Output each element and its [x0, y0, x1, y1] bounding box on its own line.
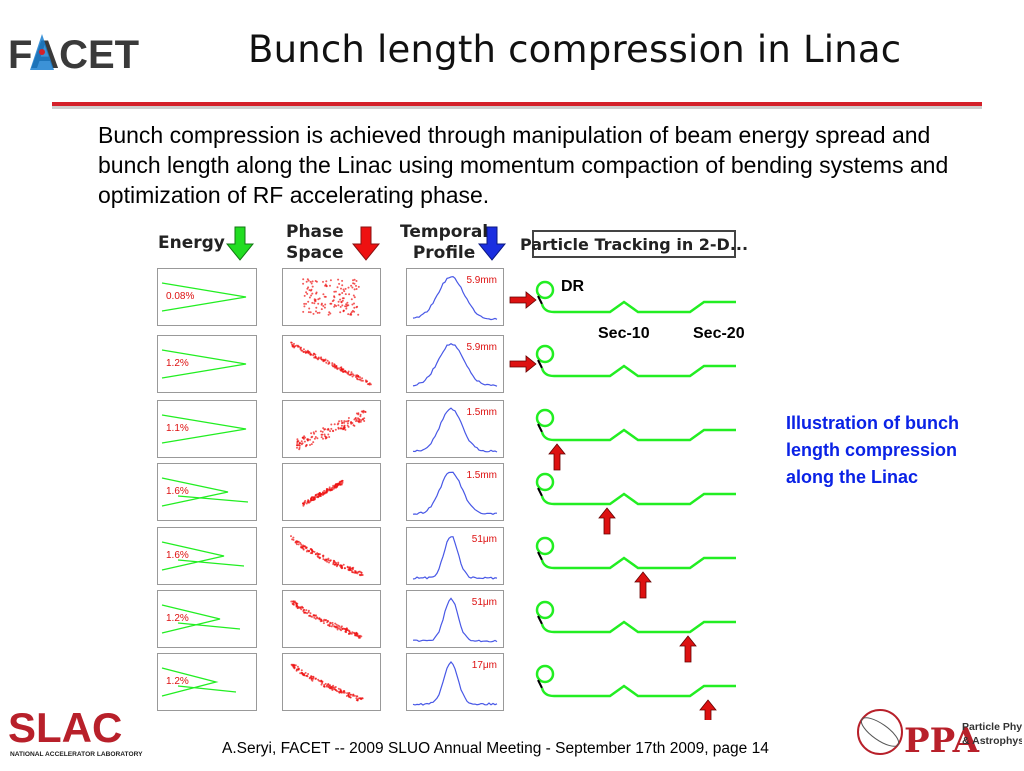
phase-space-heading: Phase Space [286, 222, 344, 264]
header-rule [52, 102, 982, 106]
position-marker-up-arrow-icon [634, 571, 652, 599]
sec10-label: Sec-10 [598, 325, 650, 342]
ppa-logo: PPA Particle Physics & Astrophysics [854, 700, 1024, 766]
bunch-length-label: 5.9mm [466, 275, 497, 286]
linac-beamline [540, 556, 736, 570]
linac-beamline [540, 364, 736, 378]
energy-spread-label: 1.6% [166, 550, 189, 561]
position-marker-up-arrow-icon [598, 507, 616, 535]
slac-logo-subtitle: NATIONAL ACCELERATOR LABORATORY [10, 751, 143, 758]
bunch-length-label: 51μm [471, 534, 497, 545]
phase-space-plot [282, 527, 381, 585]
phase-space-plot [282, 335, 381, 393]
ppa-logo-text: PPA [904, 721, 980, 761]
damping-ring-icon [535, 344, 555, 364]
temporal-profile-plot: 1.5mm [406, 400, 504, 458]
temporal-profile-plot: 51μm [406, 590, 504, 648]
energy-spread-label: 0.08% [166, 291, 195, 302]
energy-arrow-down-icon [226, 226, 254, 261]
ppa-subtitle-1: Particle Physics [962, 721, 1022, 733]
bunch-length-label: 17μm [471, 660, 497, 671]
energy-spread-label: 1.2% [166, 358, 189, 369]
linac-beamline [540, 300, 736, 314]
temporal-profile-plot: 5.9mm [406, 268, 504, 326]
facet-logo-text: FACET [8, 33, 139, 76]
energy-plot: 1.1% [157, 400, 257, 458]
phase-space-plot [282, 653, 381, 711]
damping-ring-icon [535, 408, 555, 428]
phase-space-plot [282, 400, 381, 458]
facet-logo: FACET [6, 30, 186, 77]
linac-beamline [540, 428, 736, 442]
damping-ring-icon [535, 600, 555, 620]
temporal-arrow-down-icon [478, 226, 506, 261]
energy-plot: 1.2% [157, 335, 257, 393]
bunch-length-label: 5.9mm [466, 342, 497, 353]
temporal-profile-plot: 17μm [406, 653, 504, 711]
temporal-profile-plot: 51μm [406, 527, 504, 585]
damping-ring-icon [535, 536, 555, 556]
energy-plot: 1.2% [157, 590, 257, 648]
phase-space-heading-line2: Space [286, 243, 344, 263]
sec20-label: Sec-20 [693, 325, 745, 342]
slac-logo-text: SLAC [8, 704, 122, 751]
beamline-diagram [509, 280, 736, 720]
ppa-subtitle-2: & Astrophysics [962, 735, 1022, 747]
footer-text: A.Seryi, FACET -- 2009 SLUO Annual Meeti… [222, 740, 769, 757]
temporal-heading-line2: Profile [412, 243, 476, 263]
bunch-length-label: 1.5mm [466, 470, 497, 481]
position-marker-up-arrow-icon [679, 635, 697, 663]
energy-spread-label: 1.6% [166, 486, 189, 497]
linac-beamline [540, 684, 736, 698]
energy-spread-label: 1.1% [166, 423, 189, 434]
energy-plot: 0.08% [157, 268, 257, 326]
temporal-heading-line1: Temporal [400, 222, 489, 242]
temporal-profile-heading: Temporal Profile [400, 222, 488, 264]
bunch-length-label: 51μm [471, 597, 497, 608]
header-rule-shadow [52, 106, 982, 109]
page-title: Bunch length compression in Linac [248, 28, 902, 71]
ppa-logo-orbit-icon [857, 709, 903, 755]
energy-plot: 1.2% [157, 653, 257, 711]
energy-plot: 1.6% [157, 463, 257, 521]
position-marker-up-arrow-icon [699, 699, 717, 720]
energy-heading: Energy [158, 233, 225, 253]
phase-space-heading-line1: Phase [286, 222, 344, 242]
linac-beamline [540, 620, 736, 634]
phase-space-plot [282, 463, 381, 521]
position-marker-up-arrow-icon [548, 443, 566, 471]
energy-spread-label: 1.2% [166, 613, 189, 624]
slac-logo: SLAC NATIONAL ACCELERATOR LABORATORY [6, 702, 156, 762]
energy-spread-label: 1.2% [166, 676, 189, 687]
damping-ring-icon [535, 280, 555, 300]
dr-label: DR [561, 278, 585, 295]
phase-arrow-down-icon [352, 226, 380, 261]
damping-ring-icon [535, 472, 555, 492]
linac-beamline [540, 492, 736, 506]
temporal-profile-plot: 5.9mm [406, 335, 504, 393]
phase-space-plot [282, 590, 381, 648]
position-marker-right-arrow-icon [509, 291, 537, 309]
bunch-length-label: 1.5mm [466, 407, 497, 418]
damping-ring-icon [535, 664, 555, 684]
temporal-profile-plot: 1.5mm [406, 463, 504, 521]
illustration-caption: Illustration of bunch length compression… [786, 413, 959, 487]
position-marker-right-arrow-icon [509, 355, 537, 373]
particle-tracking-label: Particle Tracking in 2-D... [520, 230, 748, 258]
body-paragraph: Bunch compression is achieved through ma… [98, 122, 949, 208]
energy-plot: 1.6% [157, 527, 257, 585]
phase-space-plot [282, 268, 381, 326]
